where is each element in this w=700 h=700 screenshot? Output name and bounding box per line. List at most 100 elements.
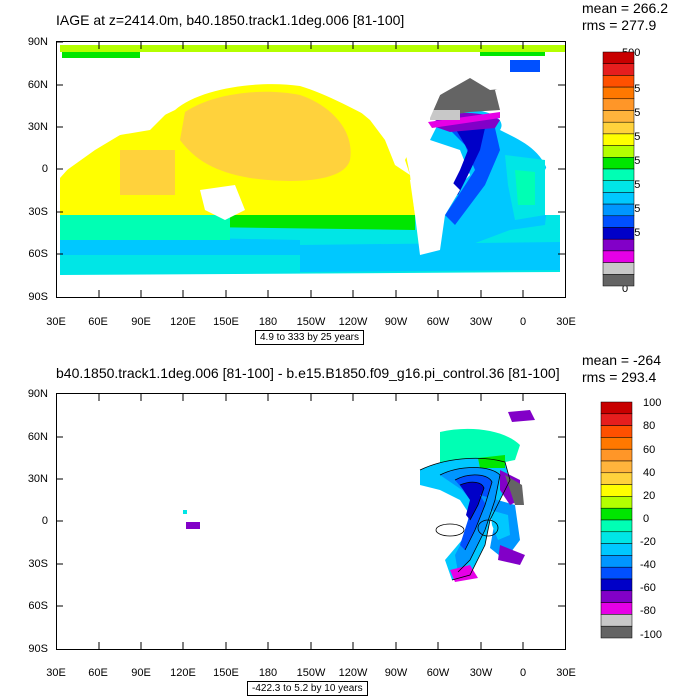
- p2-lon-180: 180: [258, 667, 278, 679]
- p2-cb-label-m80: -80: [640, 605, 656, 617]
- panel1-title: IAGE at z=2414.0m, b40.1850.track1.1deg.…: [56, 12, 405, 28]
- colorbar-swatch: [600, 507, 633, 521]
- colorbar-swatch: [600, 496, 633, 509]
- panel2-contour-lines: [419, 457, 511, 581]
- colorbar-swatch: [602, 86, 635, 100]
- panel1-rms: rms = 277.9: [582, 17, 657, 33]
- p2-lon-120w: 120W: [338, 667, 368, 679]
- p1-lon-30e-east: 30E: [556, 316, 576, 328]
- colorbar-swatch: [600, 555, 633, 568]
- p1-lon-150e: 150E: [213, 316, 239, 328]
- p1-lon-30w: 30W: [469, 316, 493, 328]
- panel2-mean: mean = -264: [582, 352, 661, 368]
- colorbar-swatch: [602, 110, 635, 123]
- panel1-map-field: [60, 45, 565, 298]
- p2-lon-90e: 90E: [131, 667, 151, 679]
- panel1-colorbar: [602, 51, 635, 287]
- colorbar-swatch: [600, 460, 633, 474]
- p2-cb-label-60: 60: [643, 444, 656, 456]
- p2-lon-30w: 30W: [469, 667, 493, 679]
- p2-lon-120e: 120E: [170, 667, 196, 679]
- p2-cb-label-20: 20: [643, 490, 656, 502]
- p2-lon-150e: 150E: [213, 667, 239, 679]
- colorbar-swatch: [602, 250, 635, 263]
- colorbar-swatch: [600, 614, 633, 627]
- colorbar-swatch: [600, 437, 633, 450]
- colorbar-swatch: [600, 401, 633, 415]
- colorbar-swatch: [600, 543, 633, 556]
- p1-lat-60s: 60S: [28, 248, 48, 260]
- colorbar-swatch: [602, 262, 635, 275]
- panel2-contour-info: -422.3 to 5.2 by 10 years: [247, 681, 368, 696]
- colorbar-swatch: [602, 98, 635, 111]
- p1-lat-30s: 30S: [28, 206, 48, 218]
- panel1-stats: mean = 266.2 rms = 277.9: [582, 0, 668, 34]
- colorbar-swatch: [602, 145, 635, 158]
- colorbar-swatch: [602, 203, 635, 217]
- colorbar-swatch: [600, 625, 633, 639]
- colorbar-swatch: [602, 192, 635, 205]
- p2-lon-0: 0: [519, 667, 527, 679]
- colorbar-swatch: [600, 448, 633, 462]
- colorbar-swatch: [600, 566, 633, 580]
- panel2-rms: rms = 293.4: [582, 369, 657, 385]
- p1-lon-90e: 90E: [131, 316, 151, 328]
- p1-lon-150w: 150W: [296, 316, 326, 328]
- p1-cb-label-0: 0: [622, 283, 629, 295]
- colorbar-swatch: [602, 75, 635, 88]
- colorbar-swatch: [602, 238, 635, 252]
- colorbar-swatch: [600, 531, 633, 544]
- colorbar-swatch: [600, 590, 633, 603]
- p2-cb-label-m20: -20: [640, 536, 656, 548]
- panel1-mean: mean = 266.2: [582, 0, 669, 16]
- p2-lon-150w: 150W: [296, 667, 326, 679]
- colorbar-swatch: [602, 157, 635, 170]
- panel2-map-field: [183, 410, 535, 582]
- colorbar-swatch: [600, 578, 633, 592]
- p1-lat-90n: 90N: [27, 36, 48, 48]
- p1-lat-60n: 60N: [27, 79, 48, 91]
- colorbar-swatch: [602, 63, 635, 76]
- p2-cb-label-0: 0: [643, 513, 650, 525]
- p2-cb-label-80: 80: [643, 420, 656, 432]
- colorbar-swatch: [600, 602, 633, 615]
- colorbar-swatch: [602, 215, 635, 228]
- p1-lat-0: 0: [41, 163, 48, 175]
- p1-lon-120w: 120W: [338, 316, 368, 328]
- p2-lon-90w: 90W: [384, 667, 408, 679]
- p2-lon-30e-east: 30E: [556, 667, 576, 679]
- p2-lon-30e: 30E: [46, 667, 66, 679]
- colorbar-swatch: [600, 425, 633, 438]
- p2-lat-90s: 90S: [28, 643, 48, 655]
- p2-cb-label-m60: -60: [640, 582, 656, 594]
- p1-lat-30n: 30N: [27, 121, 48, 133]
- colorbar-swatch: [602, 51, 635, 64]
- p2-lat-0: 0: [41, 515, 48, 527]
- colorbar-swatch: [600, 413, 633, 426]
- p1-lon-30e: 30E: [46, 316, 66, 328]
- p2-cb-label-100: 100: [643, 397, 662, 409]
- p2-cb-label-m40: -40: [640, 559, 656, 571]
- p1-lon-60e: 60E: [88, 316, 108, 328]
- colorbar-swatch: [602, 227, 635, 240]
- colorbar-swatch: [600, 472, 633, 485]
- colorbar-swatch: [602, 133, 635, 146]
- panel1-contour-info: 4.9 to 333 by 25 years: [255, 330, 364, 345]
- colorbar-swatch: [602, 180, 635, 193]
- p2-lat-30n: 30N: [27, 473, 48, 485]
- p2-lon-60e: 60E: [88, 667, 108, 679]
- colorbar-swatch: [600, 484, 633, 497]
- p2-lat-30s: 30S: [28, 558, 48, 570]
- p2-cb-label-40: 40: [643, 467, 656, 479]
- p2-cb-label-m100: -100: [640, 629, 663, 641]
- panel2-title: b40.1850.track1.1deg.006 [81-100] - b.e1…: [56, 365, 560, 381]
- p1-lon-180: 180: [258, 316, 278, 328]
- p1-lon-90w: 90W: [384, 316, 408, 328]
- colorbar-swatch: [600, 519, 633, 533]
- p2-lat-60n: 60N: [27, 431, 48, 443]
- p1-lat-90s: 90S: [28, 291, 48, 303]
- panel1-ticks: [56, 41, 565, 297]
- panel2-stats: mean = -264 rms = 293.4: [582, 352, 661, 386]
- p1-lon-60w: 60W: [426, 316, 450, 328]
